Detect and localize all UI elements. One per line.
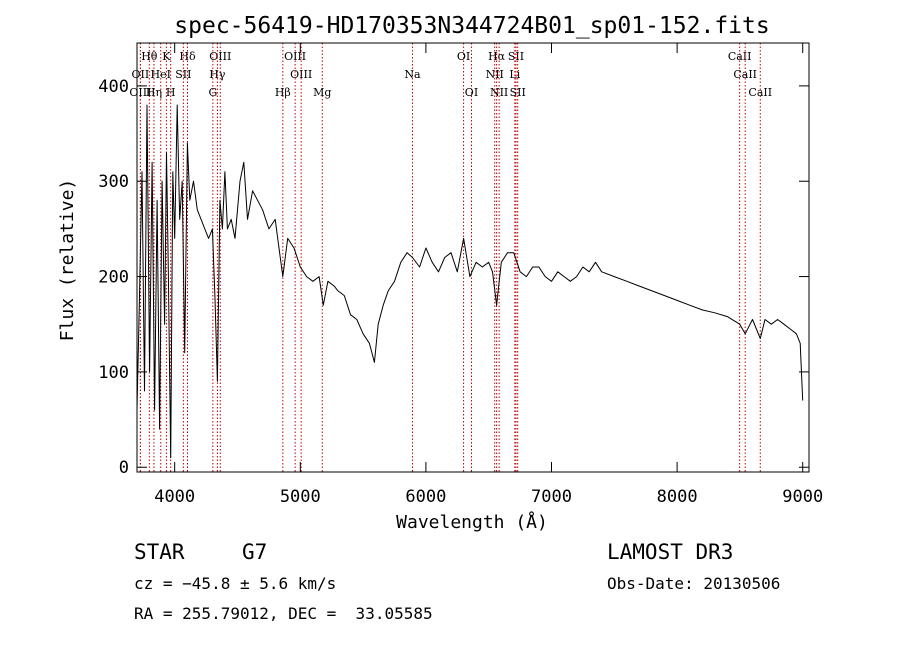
x-tick-label: 5000: [280, 487, 321, 507]
object-class: STAR: [134, 540, 185, 564]
marker-label: K: [162, 50, 171, 63]
redshift-readout: cz = −45.8 ± 5.6 km/s: [134, 574, 337, 593]
marker-label: H: [166, 86, 176, 99]
plot-frame: [136, 42, 810, 473]
marker-label: CaII: [728, 50, 752, 63]
x-tick-label: 9000: [782, 487, 823, 507]
marker-label: Hα: [488, 50, 506, 63]
marker-label: Na: [404, 68, 421, 81]
marker-label: OIII: [290, 68, 312, 81]
marker-label: OI: [457, 50, 470, 63]
marker-label: OIII: [129, 86, 151, 99]
marker-label: Hδ: [179, 50, 196, 63]
x-tick-label: 6000: [405, 487, 446, 507]
observation-date: Obs-Date: 20130506: [607, 574, 781, 593]
marker-label: Li: [509, 68, 520, 81]
y-tick-label: 100: [98, 363, 129, 383]
marker-label: Hβ: [275, 86, 291, 99]
marker-label: NII: [490, 86, 508, 99]
x-tick-label: 8000: [657, 487, 698, 507]
chart-title: spec-56419-HD170353N344724B01_sp01-152.f…: [174, 13, 769, 39]
marker-label: OI: [465, 86, 478, 99]
marker-label: Hγ: [209, 68, 226, 81]
x-axis-label: Wavelength (Å): [396, 511, 548, 533]
marker-label: SII: [175, 68, 191, 81]
marker-label: OIII: [284, 50, 306, 63]
coordinates-readout: RA = 255.79012, DEC = 33.05585: [134, 604, 433, 623]
survey-name: LAMOST DR3: [607, 540, 734, 564]
marker-label: Mg: [313, 86, 331, 99]
y-tick-label: 400: [98, 77, 129, 97]
marker-label: CaII: [733, 68, 757, 81]
marker-label: NII: [486, 68, 504, 81]
spectral-subclass: G7: [242, 540, 268, 564]
series-line-flux: [136, 104, 804, 459]
marker-label: HeI: [151, 68, 171, 81]
marker-label: Hθ: [141, 50, 158, 63]
x-tick-label: 4000: [154, 487, 195, 507]
y-axis-label: Flux (relative): [57, 179, 78, 342]
marker-label: SII: [510, 86, 526, 99]
marker-label: OIII: [209, 50, 231, 63]
marker-label: CaII: [748, 86, 772, 99]
marker-label: SII: [508, 50, 524, 63]
marker-label: G: [208, 86, 217, 99]
y-tick-label: 200: [98, 268, 129, 288]
x-tick-label: 7000: [531, 487, 572, 507]
x-axis: 4000 5000 6000 7000 8000 9000: [154, 43, 823, 507]
y-axis: 0 100 200 300 400: [98, 77, 809, 478]
y-tick-label: 300: [98, 172, 129, 192]
marker-label: Hη: [146, 86, 162, 99]
series-layer: [136, 104, 804, 459]
y-tick-label: 0: [119, 458, 129, 478]
